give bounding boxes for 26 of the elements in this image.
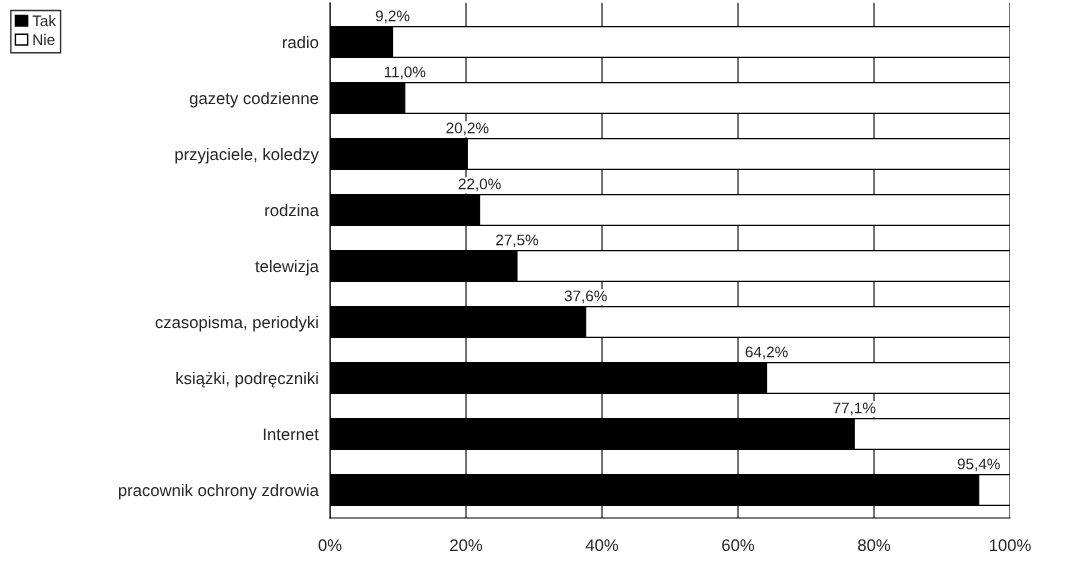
data-label: 11,0% [384, 66, 426, 80]
y-tick-label: radio [282, 35, 319, 49]
legend-label: Tak [32, 15, 57, 27]
y-tick-label: gazety codzienne [189, 91, 319, 108]
data-label: 27,5% [496, 234, 539, 248]
x-tick-label: 100% [989, 539, 1031, 552]
x-tick-label: 40% [585, 539, 619, 552]
data-label: 9,2% [375, 10, 410, 24]
y-tick-label: pracownik ochrony zdrowia [118, 483, 319, 500]
y-tick-label: rodzina [265, 203, 319, 217]
legend-label: Nie [33, 33, 55, 46]
y-tick-label: książki, podręczniki [176, 371, 318, 388]
y-tick-label: telewizja [255, 259, 319, 276]
y-tick-label: Internet [263, 428, 319, 441]
x-tick-label: 0% [318, 539, 342, 552]
x-tick-label: 80% [858, 539, 891, 552]
data-label: 77,1% [833, 402, 876, 416]
x-tick-label: 20% [450, 539, 483, 552]
data-label: 22,0% [458, 178, 501, 192]
y-tick-label: przyjaciele, koledzy [175, 147, 319, 164]
data-label: 20,2% [446, 122, 489, 136]
data-label: 64,2% [745, 346, 788, 360]
y-tick-label: czasopisma, periodyki [155, 315, 318, 332]
data-label: 37,6% [564, 290, 607, 304]
data-label: 95,4% [957, 458, 1000, 472]
x-tick-label: 60% [722, 539, 755, 552]
